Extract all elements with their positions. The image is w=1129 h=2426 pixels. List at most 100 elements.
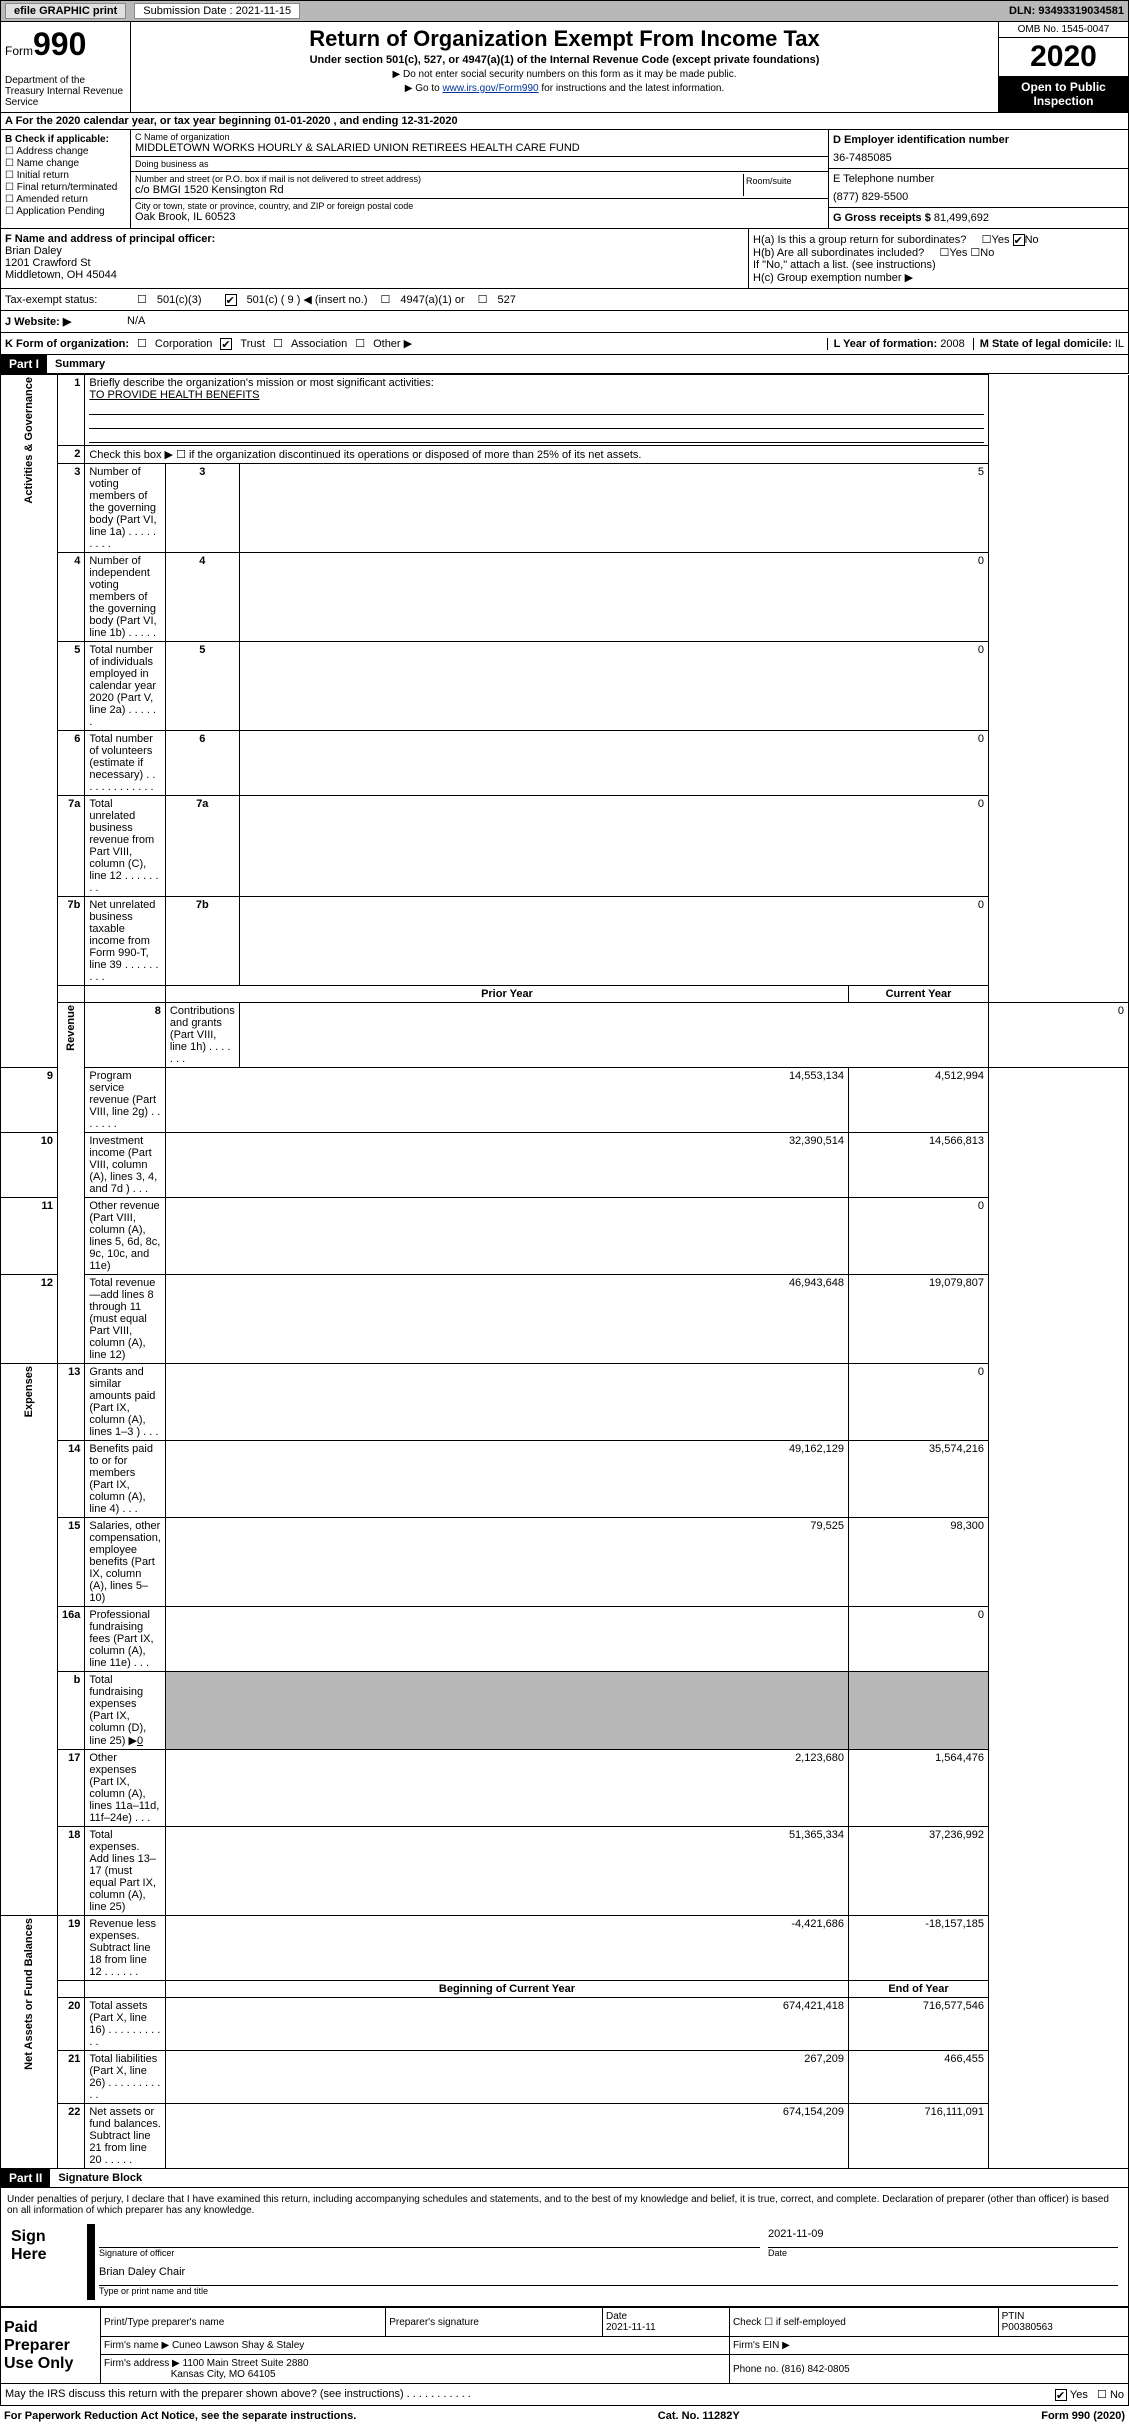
initial-return-check[interactable]: ☐ Initial return — [5, 170, 126, 181]
self-employed-check[interactable]: Check ☐ if self-employed — [729, 2308, 998, 2337]
efile-print-button[interactable]: efile GRAPHIC print — [5, 3, 126, 19]
firm-name: Cuneo Lawson Shay & Staley — [172, 2340, 304, 2351]
addr-change-check[interactable]: ☐ Address change — [5, 146, 126, 157]
line-6: Total number of volunteers (estimate if … — [85, 731, 166, 796]
goto-note: ▶ Go to www.irs.gov/Form990 for instruct… — [135, 83, 994, 94]
main-info-grid: B Check if applicable: ☐ Address change … — [0, 130, 1129, 229]
state-domicile: IL — [1115, 338, 1124, 350]
prep-sig-label: Preparer's signature — [386, 2308, 603, 2337]
officer-label: F Name and address of principal officer: — [5, 233, 744, 245]
discuss-yes-check[interactable] — [1055, 2389, 1067, 2401]
k-label: K Form of organization: — [5, 338, 129, 350]
officer-city: Middletown, OH 45044 — [5, 269, 744, 281]
sign-here-label: Sign Here — [7, 2224, 87, 2300]
part2-header: Part II Signature Block — [0, 2169, 1129, 2188]
side-expenses: Expenses — [23, 1366, 35, 1417]
prior-year-hdr: Prior Year — [165, 986, 848, 1003]
val-7a: 0 — [239, 796, 988, 897]
phone-label: E Telephone number — [833, 173, 1124, 185]
line-10: Investment income (Part VIII, column (A)… — [85, 1133, 166, 1198]
trust-check[interactable] — [220, 338, 232, 350]
form-org-row: K Form of organization: ☐ Corporation Tr… — [0, 333, 1129, 355]
name-change-check[interactable]: ☐ Name change — [5, 158, 126, 169]
ein-label: D Employer identification number — [833, 134, 1124, 146]
print-name-label: Print/Type preparer's name — [101, 2308, 386, 2337]
line-22: Net assets or fund balances. Subtract li… — [85, 2104, 166, 2169]
line-21: Total liabilities (Part X, line 26) . . … — [85, 2051, 166, 2104]
sig-officer-label: Signature of officer — [99, 2248, 760, 2258]
form-title: Return of Organization Exempt From Incom… — [135, 26, 994, 52]
website-value: N/A — [123, 311, 149, 332]
ein-value: 36-7485085 — [833, 152, 1124, 164]
part1-header: Part I Summary — [0, 355, 1129, 374]
footer: For Paperwork Reduction Act Notice, see … — [0, 2406, 1129, 2426]
mission-text: TO PROVIDE HEALTH BENEFITS — [89, 389, 259, 401]
val-3: 5 — [239, 464, 988, 553]
inspection-label: Open to Public Inspection — [999, 76, 1128, 112]
paperwork-notice: For Paperwork Reduction Act Notice, see … — [4, 2410, 356, 2422]
tax-year: 2020 — [999, 38, 1128, 76]
end-year-hdr: End of Year — [849, 1981, 989, 1998]
line-15: Salaries, other compensation, employee b… — [85, 1518, 166, 1607]
form-subtitle: Under section 501(c), 527, or 4947(a)(1)… — [135, 54, 994, 66]
box-b-label: B Check if applicable: — [5, 134, 126, 145]
summary-table: Activities & Governance 1 Briefly descri… — [0, 374, 1129, 2169]
line-7a: Total unrelated business revenue from Pa… — [85, 796, 166, 897]
i-label: Tax-exempt status: — [5, 294, 127, 306]
amended-return-check[interactable]: ☐ Amended return — [5, 194, 126, 205]
hc-label: H(c) Group exemption number ▶ — [753, 271, 1124, 284]
gross-receipts-label: G Gross receipts $ — [833, 212, 931, 224]
val-6: 0 — [239, 731, 988, 796]
officer-name: Brian Daley — [5, 245, 744, 257]
hb-label: H(b) Are all subordinates included? — [753, 247, 924, 259]
line-16a: Professional fundraising fees (Part IX, … — [85, 1607, 166, 1672]
begin-year-hdr: Beginning of Current Year — [165, 1981, 848, 1998]
firm-phone: (816) 842-0805 — [781, 2364, 849, 2375]
irs-link[interactable]: www.irs.gov/Form990 — [442, 83, 538, 94]
line-4: Number of independent voting members of … — [85, 553, 166, 642]
paid-preparer-label: Paid Preparer Use Only — [1, 2308, 101, 2384]
current-year-hdr: Current Year — [849, 986, 989, 1003]
city-value: Oak Brook, IL 60523 — [135, 211, 824, 223]
501c-check[interactable] — [225, 294, 237, 306]
omb-number: OMB No. 1545-0047 — [999, 22, 1128, 38]
line-5: Total number of individuals employed in … — [85, 642, 166, 731]
ssn-note: ▶ Do not enter social security numbers o… — [135, 69, 994, 80]
line-1-label: Briefly describe the organization's miss… — [89, 377, 433, 389]
sig-date: 2021-11-09 — [768, 2228, 1118, 2248]
street-value: c/o BMGI 1520 Kensington Rd — [135, 184, 743, 196]
side-netassets: Net Assets or Fund Balances — [23, 1918, 35, 2070]
val-7b: 0 — [239, 897, 988, 986]
side-governance: Activities & Governance — [23, 377, 35, 504]
officer-h-row: F Name and address of principal officer:… — [0, 229, 1129, 289]
sig-name: Brian Daley Chair — [99, 2266, 1118, 2286]
phone-value: (877) 829-5500 — [833, 191, 1124, 203]
j-label: J Website: ▶ — [1, 311, 123, 332]
line-17: Other expenses (Part IX, column (A), lin… — [85, 1750, 166, 1827]
signature-block: Under penalties of perjury, I declare th… — [0, 2188, 1129, 2307]
val-5: 0 — [239, 642, 988, 731]
ha-no-check[interactable] — [1013, 234, 1025, 246]
app-pending-check[interactable]: ☐ Application Pending — [5, 206, 126, 217]
top-bar: efile GRAPHIC print Submission Date : 20… — [0, 0, 1129, 22]
street-label: Number and street (or P.O. box if mail i… — [135, 174, 743, 184]
line-18: Total expenses. Add lines 13–17 (must eq… — [85, 1827, 166, 1916]
discuss-text: May the IRS discuss this return with the… — [5, 2388, 471, 2401]
line-20: Total assets (Part X, line 16) . . . . .… — [85, 1998, 166, 2051]
side-revenue: Revenue — [65, 1005, 77, 1051]
dept-label: Department of the Treasury Internal Reve… — [5, 75, 126, 108]
line-2: Check this box ▶ ☐ if the organization d… — [85, 446, 989, 464]
preparer-table: Paid Preparer Use Only Print/Type prepar… — [0, 2307, 1129, 2384]
line-3: Number of voting members of the governin… — [85, 464, 166, 553]
form-number: 990 — [33, 26, 86, 63]
line-19: Revenue less expenses. Subtract line 18 … — [85, 1916, 166, 1981]
form-label: Form — [5, 44, 33, 58]
final-return-check[interactable]: ☐ Final return/terminated — [5, 182, 126, 193]
org-name-label: C Name of organization — [135, 132, 824, 142]
cat-no: Cat. No. 11282Y — [658, 2410, 740, 2422]
tax-status-row: Tax-exempt status: ☐ 501(c)(3) 501(c) ( … — [0, 289, 1129, 311]
line-13: Grants and similar amounts paid (Part IX… — [85, 1364, 166, 1441]
val-4: 0 — [239, 553, 988, 642]
line-11: Other revenue (Part VIII, column (A), li… — [85, 1198, 166, 1275]
submission-date: Submission Date : 2021-11-15 — [134, 3, 300, 19]
